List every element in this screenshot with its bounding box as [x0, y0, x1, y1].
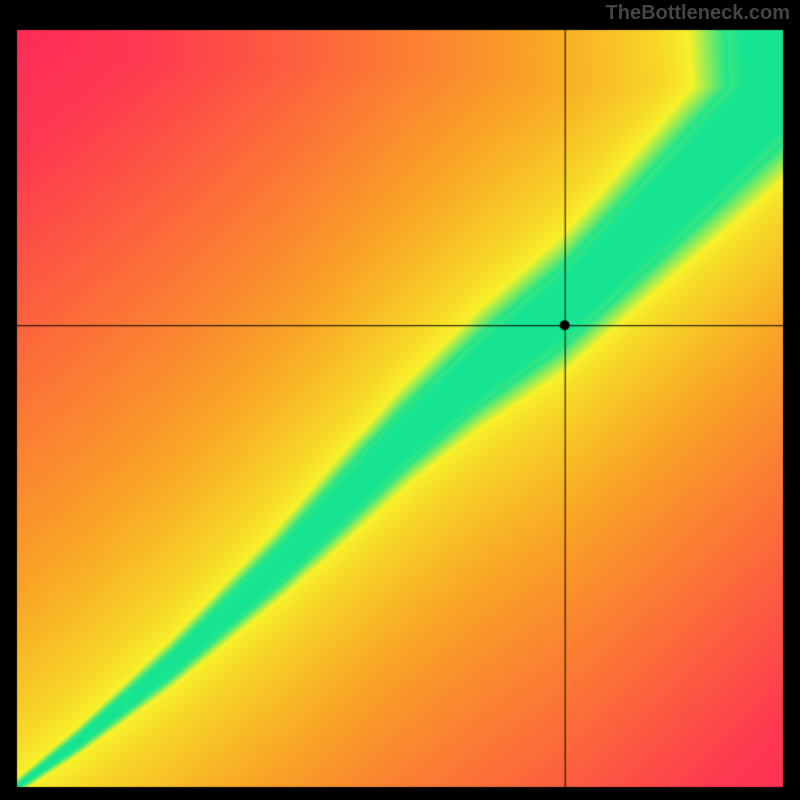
chart-container: TheBottleneck.com [0, 0, 800, 800]
bottleneck-heatmap [0, 0, 800, 800]
watermark-text: TheBottleneck.com [606, 2, 790, 25]
